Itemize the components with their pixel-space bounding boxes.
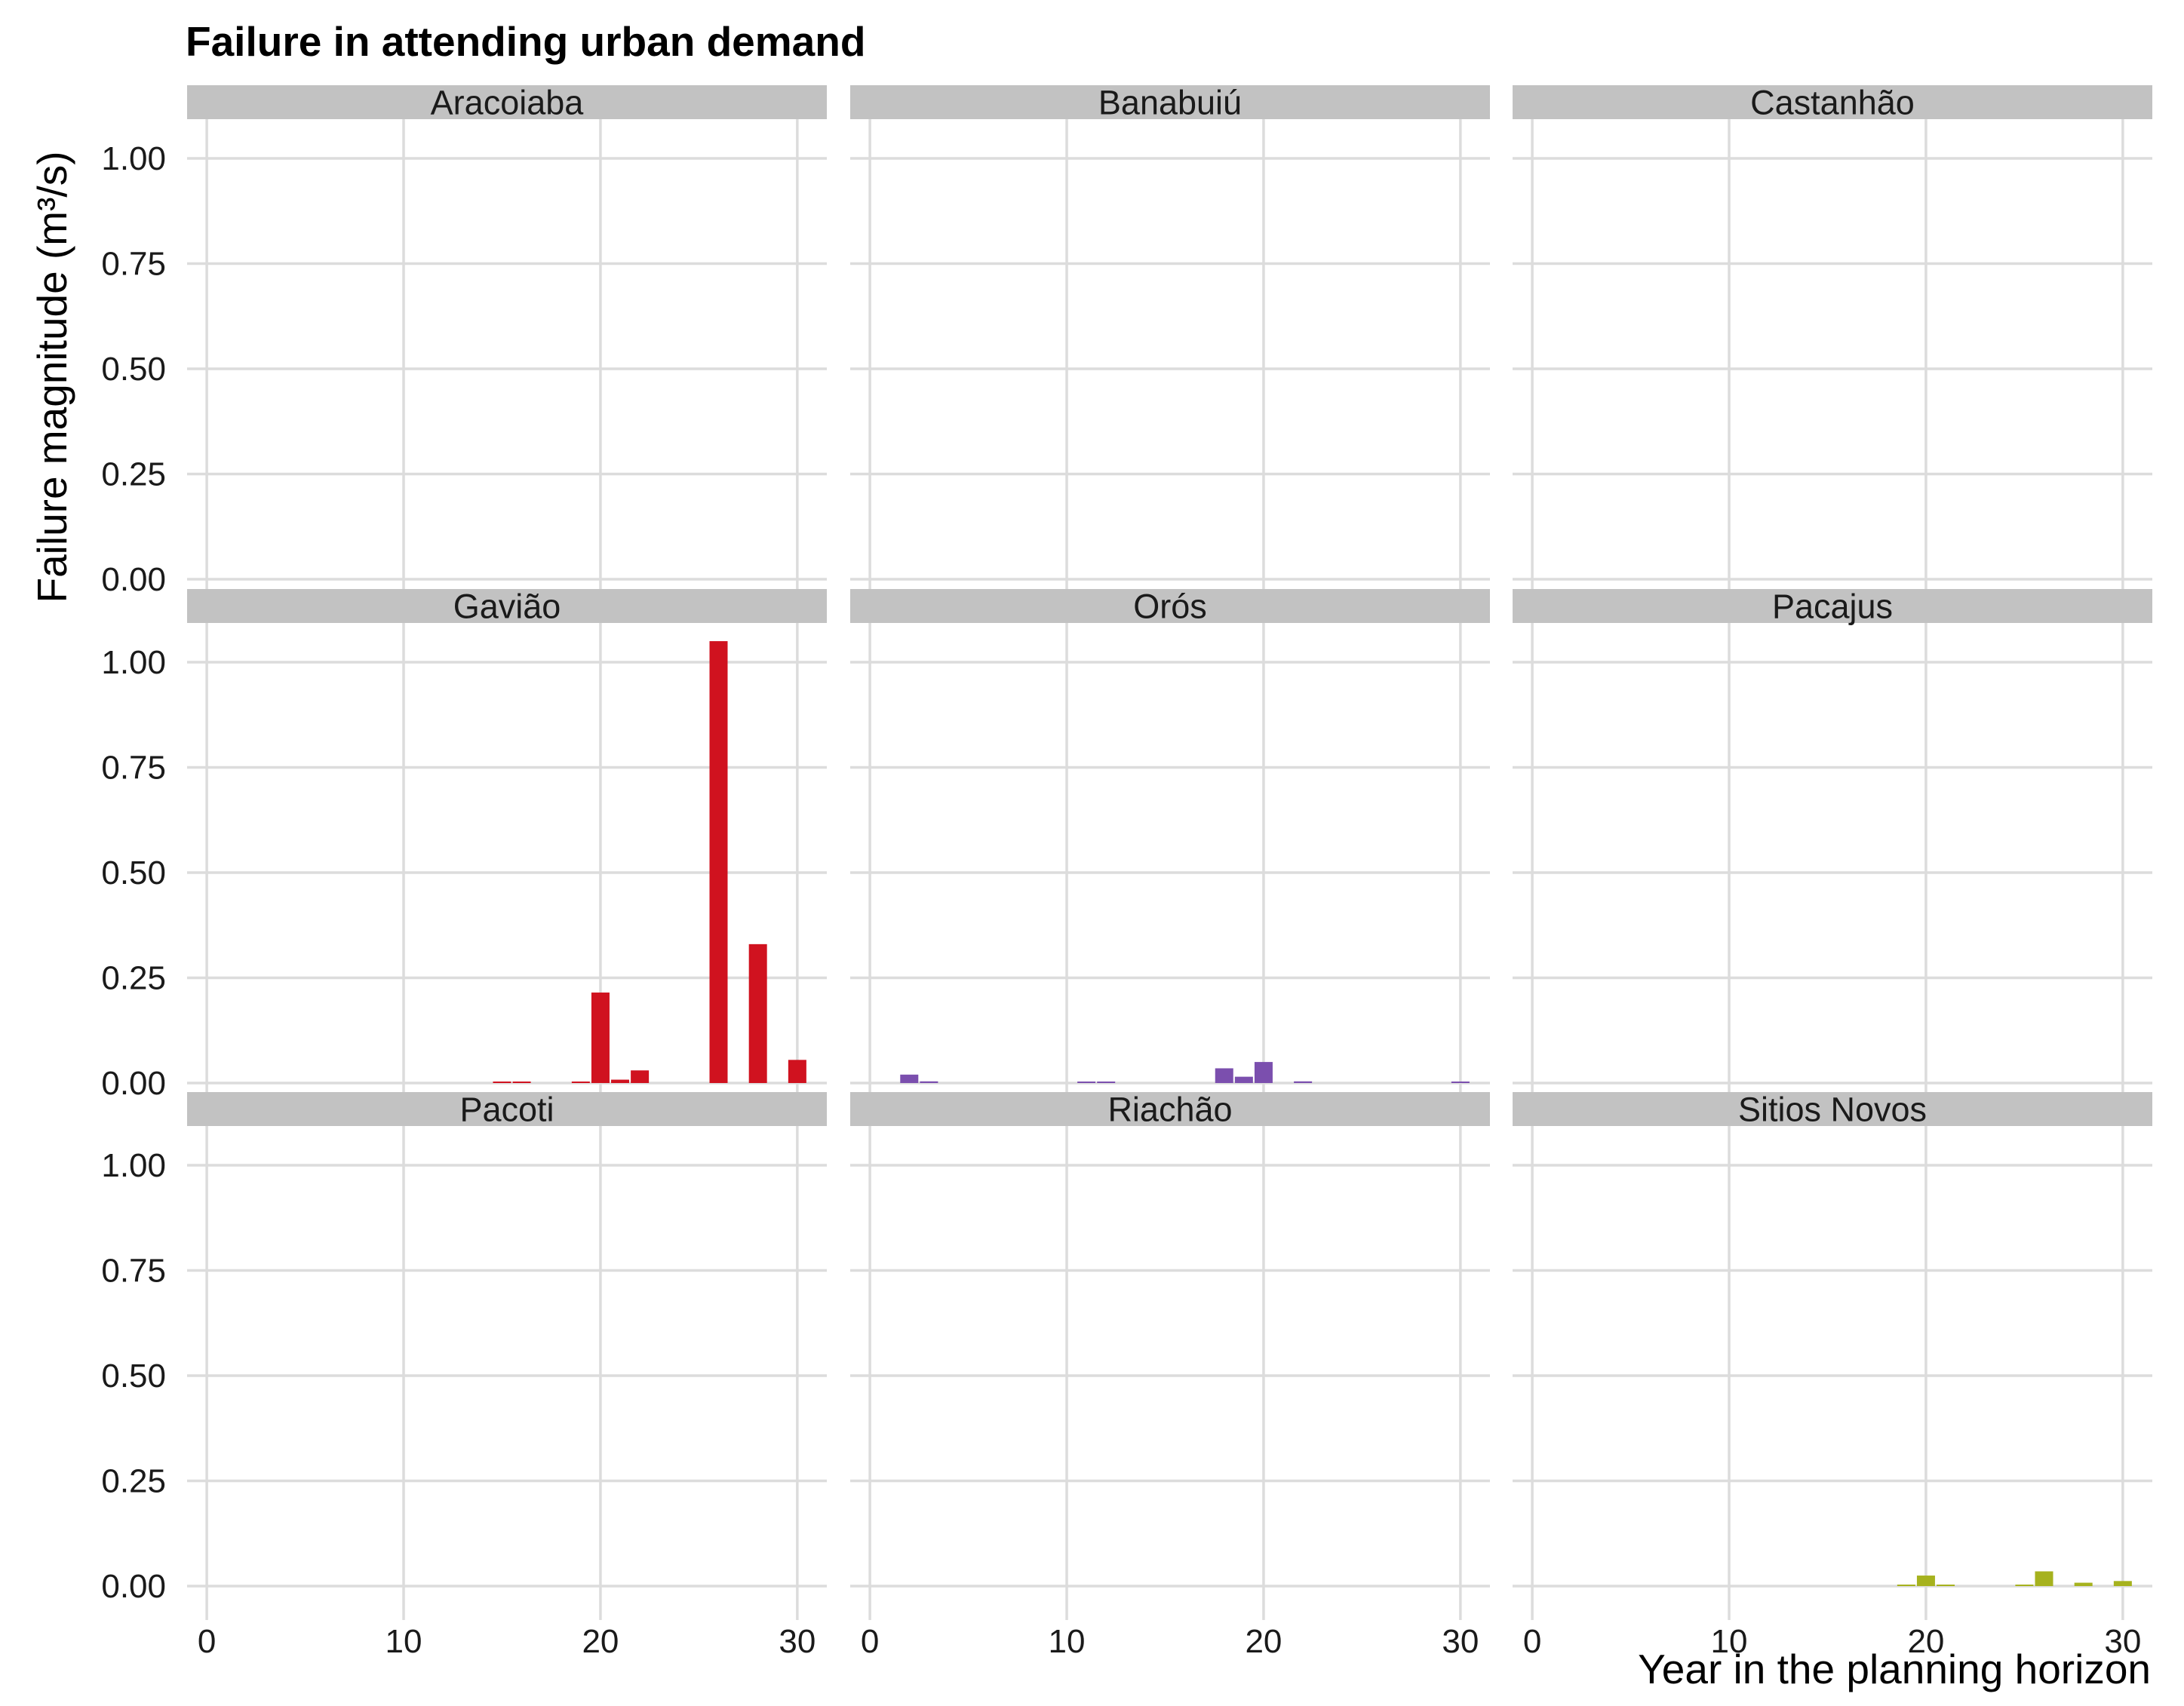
facet-strip-label: Aracoiaba [431, 84, 585, 122]
panel-banabuiú: Banabuiú [850, 84, 1490, 613]
bar [900, 1074, 919, 1083]
bar [1215, 1068, 1233, 1083]
x-tick-label: 30 [779, 1623, 816, 1660]
panel-sitios-novos: Sitios Novos 0 10 20 30 [1513, 1091, 2152, 1660]
x-tick-label: 0 [861, 1623, 879, 1660]
y-tick-label: 0.00 [101, 1065, 166, 1102]
facet-strip-label: Sitios Novos [1738, 1091, 1927, 1129]
panel-aracoiaba: Aracoiaba 0.00 0.25 0.50 0.75 1.00 [101, 84, 827, 613]
facet-strip [1513, 589, 2152, 623]
bar [2035, 1571, 2053, 1586]
facet-strip-label: Riachão [1107, 1091, 1232, 1129]
y-tick-label: 1.00 [101, 644, 166, 681]
facet-strip-label: Gavião [453, 588, 561, 626]
bar [709, 641, 728, 1083]
y-tick-label: 0.25 [101, 960, 166, 997]
y-tick-label: 0.75 [101, 750, 166, 787]
x-tick-label: 0 [1523, 1623, 1541, 1660]
panel-orós: Orós [850, 588, 1490, 1117]
y-tick-label: 0.25 [101, 1463, 166, 1500]
bar [788, 1060, 806, 1083]
bar [1254, 1062, 1273, 1083]
facet-strip-label: Pacoti [459, 1091, 554, 1129]
facet-strip [1513, 1092, 2152, 1126]
bar [1897, 1585, 1915, 1586]
panel-pacajus: Pacajus [1513, 588, 2152, 1117]
y-tick-label: 1.00 [101, 1147, 166, 1184]
x-tick-label: 20 [582, 1623, 619, 1660]
x-tick-label: 30 [1442, 1623, 1479, 1660]
bar [1097, 1082, 1116, 1083]
bar [2113, 1581, 2132, 1586]
panel-castanhão: Castanhão [1513, 84, 2152, 613]
y-tick-label: 1.00 [101, 140, 166, 177]
y-axis-title: Failure magnitude (m³/s) [29, 151, 75, 603]
x-tick-label: 10 [1711, 1623, 1748, 1660]
x-tick-label: 20 [1245, 1623, 1282, 1660]
bar [2074, 1582, 2093, 1586]
panel-gavião: Gavião 0.00 0.25 0.50 0.75 1.00 [101, 588, 827, 1117]
bar [1294, 1081, 1313, 1083]
facet-strip [1513, 85, 2152, 119]
chart-title: Failure in attending urban demand [186, 18, 865, 65]
panel-riachão: Riachão 0 10 20 30 [850, 1091, 1490, 1660]
x-tick-label: 10 [386, 1623, 422, 1660]
facet-strip [850, 1092, 1490, 1126]
facet-strip [187, 85, 827, 119]
y-tick-label: 0.50 [101, 351, 166, 388]
bar [512, 1082, 531, 1083]
facet-strip [850, 85, 1490, 119]
facet-panels: Aracoiaba 0.00 0.25 0.50 0.75 1.00 Banabuiú Cas… [101, 84, 2152, 1660]
bar [631, 1070, 650, 1083]
y-tick-label: 0.25 [101, 456, 166, 493]
bar [1937, 1585, 1955, 1586]
y-tick-label: 0.00 [101, 561, 166, 598]
bar [611, 1079, 630, 1083]
bar [748, 944, 767, 1083]
x-tick-label: 10 [1049, 1623, 1086, 1660]
facet-strip-label: Banabuiú [1098, 84, 1242, 122]
bar [571, 1082, 590, 1083]
bar [591, 993, 610, 1083]
bar [493, 1082, 511, 1083]
panel-pacoti: Pacoti 0.00 0.25 0.50 0.75 1.00 0 10 20 30 [101, 1091, 827, 1660]
facet-strip [187, 589, 827, 623]
facet-strip [850, 589, 1490, 623]
y-tick-label: 0.00 [101, 1568, 166, 1605]
facet-strip-label: Castanhão [1750, 84, 1915, 122]
y-tick-label: 0.50 [101, 855, 166, 891]
x-tick-label: 0 [198, 1623, 216, 1660]
bar [2015, 1585, 2034, 1586]
bar [1234, 1076, 1253, 1083]
y-tick-label: 0.75 [101, 1253, 166, 1290]
x-tick-label: 30 [2104, 1623, 2141, 1660]
x-axis-title: Year in the planning horizon [1638, 1646, 2151, 1692]
x-tick-label: 20 [1907, 1623, 1944, 1660]
bar [1916, 1576, 1935, 1586]
bar [1451, 1082, 1470, 1083]
bar [1077, 1082, 1096, 1083]
facet-strip-label: Pacajus [1772, 588, 1893, 626]
facet-strip [187, 1092, 827, 1126]
bar [920, 1081, 938, 1083]
y-tick-label: 0.50 [101, 1358, 166, 1395]
facet-strip-label: Orós [1133, 588, 1207, 626]
y-tick-label: 0.75 [101, 246, 166, 283]
